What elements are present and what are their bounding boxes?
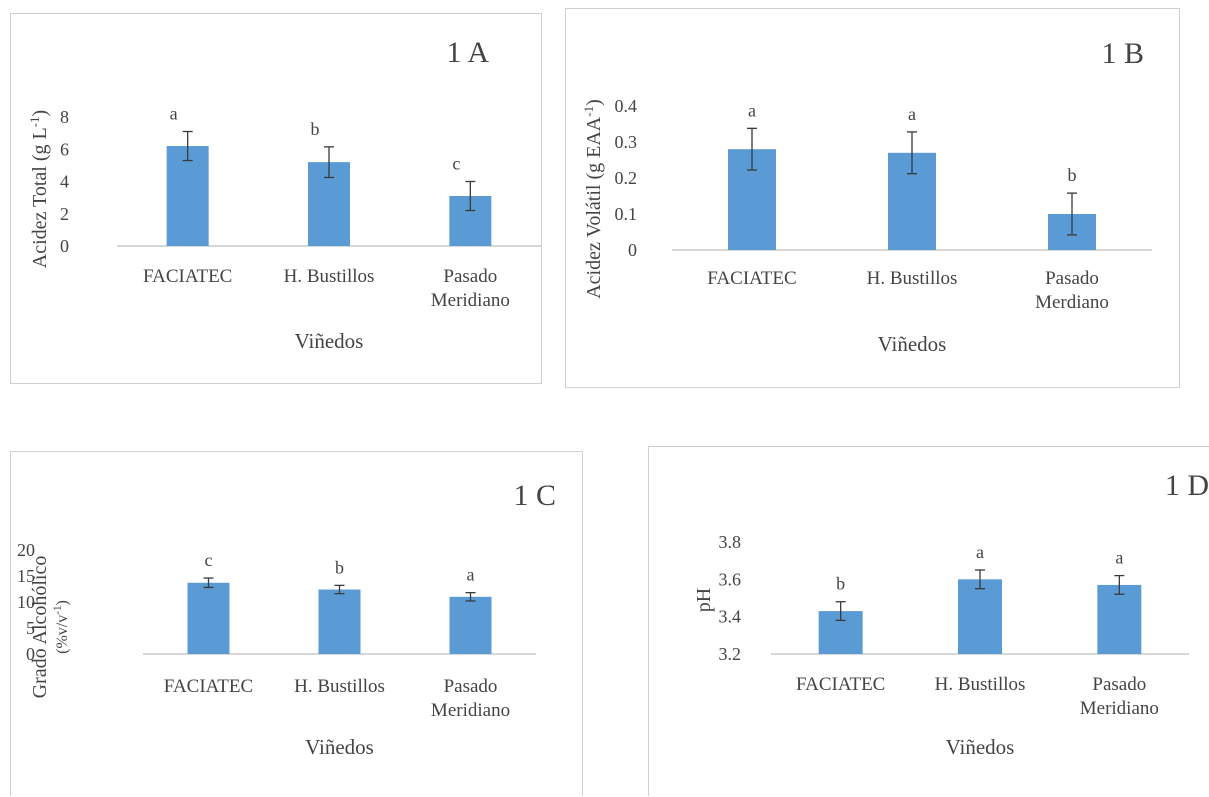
y-axis-title-main: Acidez Total (g L [29, 127, 51, 268]
significance-letter-3: b [1068, 165, 1077, 185]
significance-letter-3: a [1115, 548, 1123, 568]
y-tick-label: 2 [60, 204, 69, 224]
x-axis-title: Viñedos [878, 332, 947, 356]
x-tick-label-3: Meridiano [431, 700, 510, 721]
y-tick-label: 4 [60, 172, 69, 192]
panel-label: 1 D [1165, 469, 1209, 502]
y-tick-label: 0.3 [615, 132, 638, 152]
y-axis-title-line2-end: ) [54, 600, 71, 605]
bar-1 [187, 582, 230, 654]
x-axis-title: Viñedos [305, 735, 374, 759]
bar-2 [318, 589, 361, 654]
y-axis-title: pH [693, 588, 715, 612]
x-tick-label-2: H. Bustillos [867, 268, 958, 289]
x-tick-label-1: FACIATEC [796, 674, 885, 695]
x-tick-label-2: H. Bustillos [935, 674, 1026, 695]
significance-letter-2: b [335, 557, 344, 577]
chart-panel-1b: 1 B 0 0.1 0.2 0.3 0.4 a FACIATEC a H. Bustillos b P… [565, 8, 1180, 388]
bar-2 [958, 579, 1002, 654]
x-tick-label-1: FACIATEC [164, 676, 253, 697]
significance-letter-3: c [452, 154, 460, 174]
significance-letter-1: a [170, 104, 178, 124]
y-axis-title-text: Acidez Total (g L-1) [27, 110, 52, 268]
x-tick-label-2: H. Bustillos [284, 266, 375, 287]
y-tick-label: 15 [17, 566, 35, 586]
y-tick-label: 5 [26, 618, 35, 638]
y-axis-title-line2: (%v/v-1) [52, 600, 71, 654]
x-axis-title: Viñedos [946, 735, 1015, 759]
y-tick-label: 3.2 [719, 644, 742, 664]
y-tick-label: 8 [60, 107, 69, 127]
y-tick-label: 3.4 [719, 607, 742, 627]
x-tick-label-3: Meridiano [431, 290, 510, 311]
y-axis-title-main: pH [693, 588, 715, 612]
chart-svg-1b: 1 B 0 0.1 0.2 0.3 0.4 a FACIATEC a H. Bustillos b P… [581, 37, 1152, 356]
y-tick-label: 10 [17, 592, 35, 612]
y-axis-title-text: pH [693, 588, 715, 612]
bar-3 [449, 596, 492, 654]
chart-svg-1a: 1 A 0 2 4 6 8 a FACIATEC b H. Bustillos c Pasado Mer… [27, 36, 541, 353]
panel-label: 1 C [513, 479, 556, 512]
y-tick-label: 0.4 [615, 96, 638, 116]
y-axis-title-main: Acidez Volátil (g EAA [583, 116, 605, 299]
significance-letter-1: c [205, 550, 213, 570]
y-tick-label: 0 [60, 236, 69, 256]
y-tick-label: 3.6 [719, 569, 742, 589]
y-tick-label: 3.8 [719, 532, 742, 552]
x-tick-label-3: Pasado [1092, 674, 1146, 695]
bar-3 [1097, 584, 1142, 654]
chart-panel-1c: 1 C 0 5 10 15 20 c FACIATEC b H. Bustillos a Pasado… [10, 451, 583, 796]
y-axis-title-line2-text: (%v/v-1) [52, 600, 71, 654]
y-tick-label: 20 [17, 540, 35, 560]
y-tick-label: 0.2 [615, 168, 638, 188]
y-axis-title: Grado Alcohólico [29, 556, 51, 699]
x-axis-title: Viñedos [295, 329, 364, 353]
chart-panel-1d: 1 D 3.2 3.4 3.6 3.8 b FACIATEC a H. Bustillos a Pa… [648, 446, 1209, 796]
x-tick-label-2: H. Bustillos [294, 676, 385, 697]
x-tick-label-3: Pasado [444, 676, 498, 697]
x-tick-label-3: Merdiano [1035, 292, 1109, 313]
y-axis-title-line2-main: (%v/v [54, 615, 71, 654]
bar-1 [166, 146, 209, 246]
significance-letter-2: a [976, 542, 984, 562]
y-tick-label: 0 [26, 644, 35, 664]
y-axis-title: Acidez Volátil (g EAA-1) [581, 99, 606, 299]
significance-letter-3: a [467, 565, 475, 585]
chart-svg-1c: 1 C 0 5 10 15 20 c FACIATEC b H. Bustillos a Pasado… [17, 479, 556, 759]
x-tick-label-1: FACIATEC [143, 266, 232, 287]
y-axis-title-end: ) [29, 110, 51, 117]
significance-letter-1: b [836, 574, 845, 594]
significance-letter-2: b [311, 119, 320, 139]
chart-svg-1d: 1 D 3.2 3.4 3.6 3.8 b FACIATEC a H. Bustillos a Pa… [693, 469, 1209, 759]
chart-panel-1a: 1 A 0 2 4 6 8 a FACIATEC b H. Bustillos c Pasado Mer… [10, 13, 542, 384]
x-tick-label-3: Meridiano [1080, 698, 1159, 719]
y-axis-title-sup: -1 [27, 116, 42, 127]
y-tick-label: 0 [628, 240, 637, 260]
y-axis-title-text: Acidez Volátil (g EAA-1) [581, 99, 606, 299]
x-tick-label-3: Pasado [443, 266, 497, 287]
x-tick-label-1: FACIATEC [707, 268, 796, 289]
y-axis-title-main: Grado Alcohólico [29, 556, 51, 699]
y-axis-title-text: Grado Alcohólico [29, 556, 51, 699]
panel-label: 1 B [1101, 37, 1144, 70]
significance-letter-2: a [908, 104, 916, 124]
significance-letter-1: a [748, 100, 756, 120]
y-tick-label: 6 [60, 139, 69, 159]
y-axis-title: Acidez Total (g L-1) [27, 110, 52, 268]
y-axis-title-sup: -1 [581, 106, 596, 117]
panel-label: 1 A [446, 36, 489, 69]
y-axis-title-line2-sup: -1 [52, 605, 64, 614]
x-tick-label-3: Pasado [1045, 268, 1099, 289]
y-axis-title-end: ) [583, 99, 605, 106]
y-tick-label: 0.1 [615, 204, 638, 224]
